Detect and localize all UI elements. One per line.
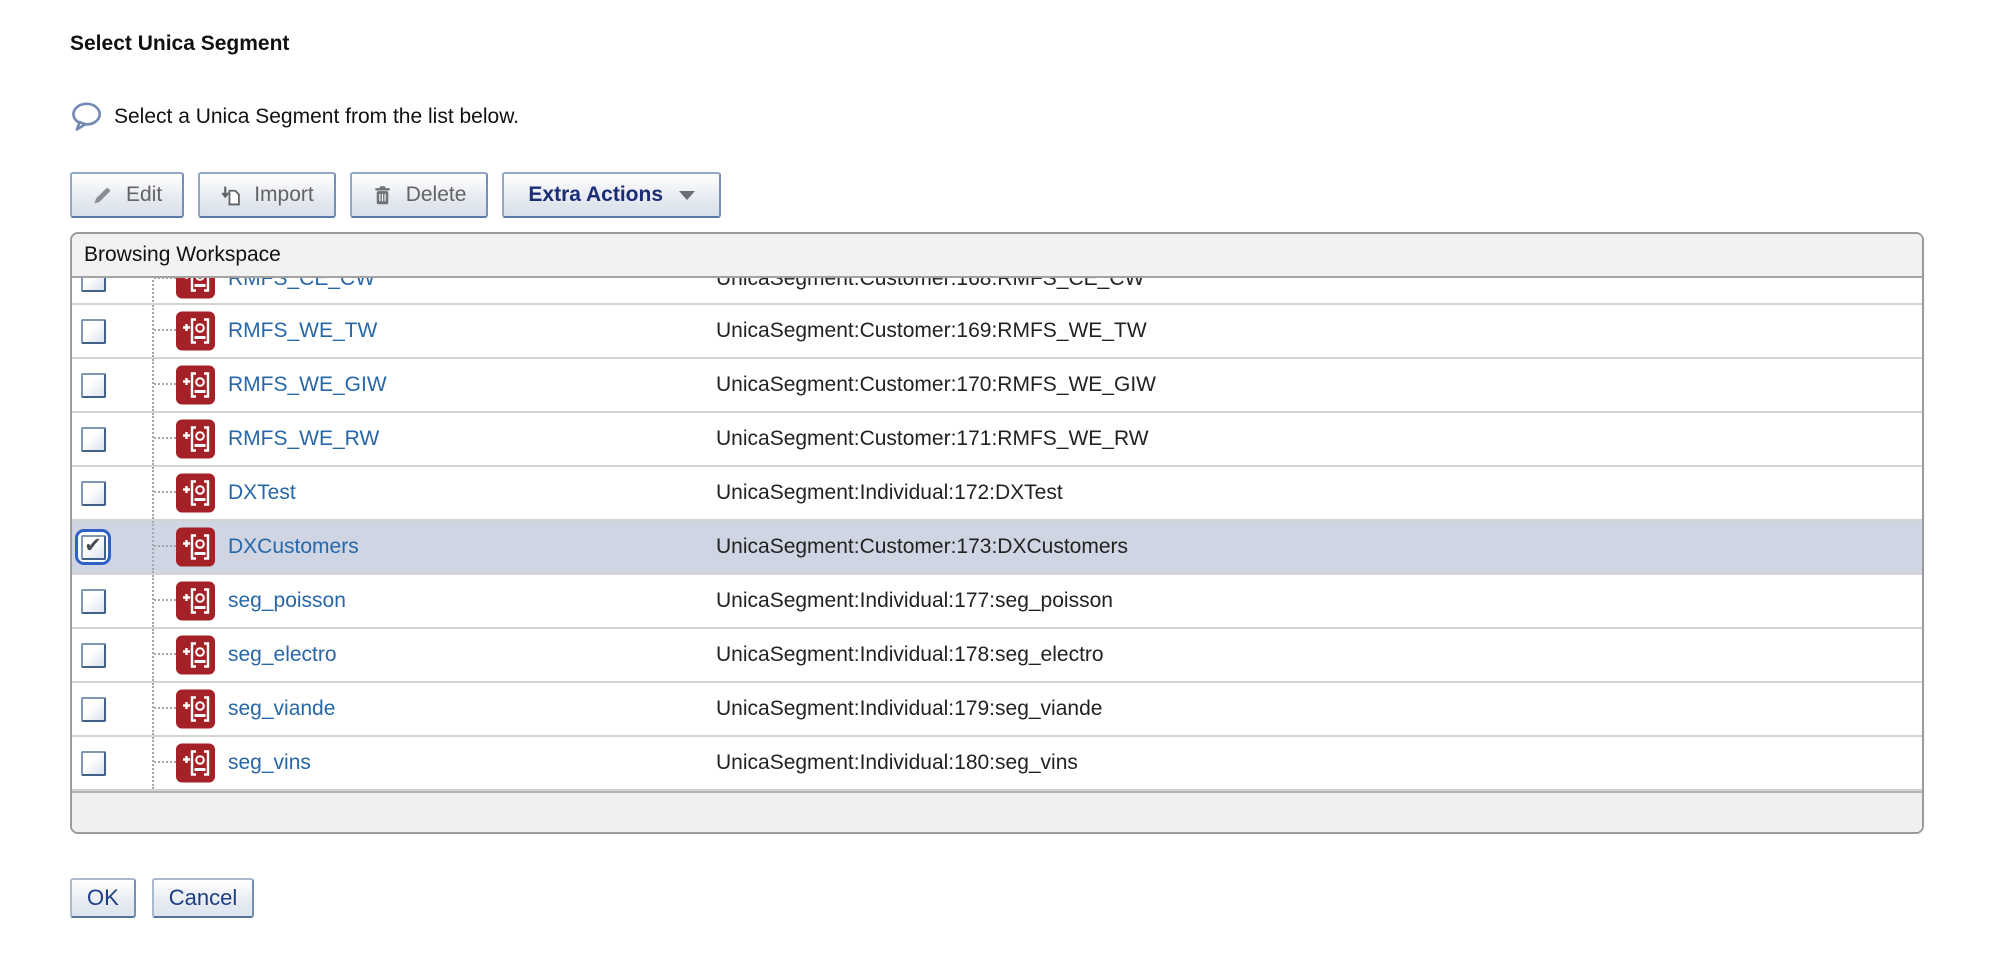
table-row: ✔ seg_vins UnicaSegment:Individual:180:s… [72, 737, 1922, 791]
table-row: ✔ RMFS_WE_RW UnicaSegment:Customer:171:R… [72, 413, 1922, 467]
tree-connector-icon [154, 329, 176, 331]
segment-description: UnicaSegment:Customer:170:RMFS_WE_GIW [716, 373, 1156, 396]
instruction-message: Select a Unica Segment from the list bel… [70, 102, 2000, 132]
cancel-button[interactable]: Cancel [151, 878, 255, 918]
extra-actions-label: Extra Actions [528, 183, 663, 206]
segment-person-icon [176, 581, 215, 621]
dialog-actions: OK Cancel [70, 878, 2000, 918]
segment-link[interactable]: DXCustomers [228, 535, 359, 558]
tree-connector-icon [154, 383, 176, 385]
row-checkbox[interactable]: ✔ [75, 367, 111, 403]
delete-button[interactable]: Delete [349, 172, 489, 218]
instruction-text: Select a Unica Segment from the list bel… [114, 105, 520, 128]
table-row: ✔ seg_poisson UnicaSegment:Individual:17… [72, 575, 1922, 629]
segment-person-icon [176, 278, 215, 299]
panel-header: Browsing Workspace [72, 234, 1922, 278]
segment-link[interactable]: RMFS_WE_RW [228, 427, 380, 450]
checkmark-icon: ✔ [84, 534, 102, 557]
import-document-icon [221, 186, 240, 205]
tree-connector-icon [154, 707, 176, 709]
delete-button-label: Delete [405, 183, 467, 206]
segment-person-icon [176, 473, 215, 513]
row-checkbox[interactable]: ✔ [75, 278, 111, 297]
segment-description: UnicaSegment:Customer:173:DXCustomers [716, 535, 1129, 558]
table-row: ✔ DXTest UnicaSegment:Individual:172:DXT… [72, 467, 1922, 521]
tree-connector-icon [154, 761, 176, 763]
segment-description: UnicaSegment:Individual:180:seg_vins [716, 751, 1078, 774]
panel-footer [72, 791, 1922, 832]
edit-button-label: Edit [126, 183, 163, 206]
import-button-label: Import [254, 183, 314, 206]
segment-person-icon [176, 635, 215, 675]
caret-down-icon [679, 190, 695, 200]
segment-person-icon [176, 689, 215, 729]
table-row: ✔ seg_electro UnicaSegment:Individual:17… [72, 629, 1922, 683]
select-unica-segment-dialog: Select Unica Segment Select a Unica Segm… [70, 32, 2000, 918]
segment-description: UnicaSegment:Individual:172:DXTest [716, 481, 1063, 504]
segment-link[interactable]: RMFS_CE_CW [228, 278, 376, 290]
segment-person-icon [176, 419, 215, 459]
segment-person-icon [176, 311, 215, 351]
segment-person-icon [176, 527, 215, 567]
segment-link[interactable]: RMFS_WE_TW [228, 319, 378, 342]
edit-button[interactable]: Edit [70, 172, 185, 218]
pencil-icon [94, 187, 110, 203]
row-checkbox[interactable]: ✔ [75, 529, 111, 565]
segment-description: UnicaSegment:Customer:169:RMFS_WE_TW [716, 319, 1147, 342]
speech-bubble-icon [72, 102, 102, 131]
segment-description: UnicaSegment:Individual:177:seg_poisson [716, 589, 1113, 612]
tree-connector-icon [154, 545, 176, 547]
import-button[interactable]: Import [198, 172, 336, 218]
trash-icon [374, 185, 390, 204]
segment-rows: ✔ RMFS_CE_CW UnicaSegment:Customer:168:R… [72, 278, 1922, 791]
row-checkbox[interactable]: ✔ [75, 583, 111, 619]
segment-description: UnicaSegment:Individual:178:seg_electro [716, 643, 1104, 666]
segment-person-icon [176, 365, 215, 405]
row-checkbox[interactable]: ✔ [75, 637, 111, 673]
segment-link[interactable]: RMFS_WE_GIW [228, 373, 387, 396]
segment-description: UnicaSegment:Customer:168:RMFS_CE_CW [716, 278, 1145, 290]
ok-button[interactable]: OK [70, 878, 136, 918]
browsing-workspace-panel: Browsing Workspace ✔ RMFS_CE_CW UnicaSeg… [70, 232, 1924, 834]
tree-connector-icon [154, 653, 176, 655]
row-checkbox[interactable]: ✔ [75, 475, 111, 511]
toolbar: Edit Import Delete Extra Actions [70, 172, 2000, 218]
table-row: ✔ RMFS_CE_CW UnicaSegment:Customer:168:R… [72, 278, 1922, 305]
tree-connector-icon [154, 599, 176, 601]
table-row: ✔ RMFS_WE_GIW UnicaSegment:Customer:170:… [72, 359, 1922, 413]
row-checkbox[interactable]: ✔ [75, 691, 111, 727]
page-title: Select Unica Segment [70, 32, 290, 55]
segment-link[interactable]: seg_vins [228, 751, 311, 774]
segment-description: UnicaSegment:Customer:171:RMFS_WE_RW [716, 427, 1149, 450]
tree-connector-icon [154, 437, 176, 439]
segment-description: UnicaSegment:Individual:179:seg_viande [716, 697, 1103, 720]
segment-person-icon [176, 743, 215, 783]
table-row: ✔ seg_viande UnicaSegment:Individual:179… [72, 683, 1922, 737]
table-row: ✔ DXCustomers UnicaSegment:Customer:173:… [72, 521, 1922, 575]
segment-link[interactable]: DXTest [228, 481, 296, 504]
tree-connector-icon [154, 278, 176, 279]
row-checkbox[interactable]: ✔ [75, 313, 111, 349]
segment-link[interactable]: seg_electro [228, 643, 337, 666]
segment-link[interactable]: seg_viande [228, 697, 336, 720]
row-checkbox[interactable]: ✔ [75, 745, 111, 781]
segment-link[interactable]: seg_poisson [228, 589, 346, 612]
tree-connector-icon [154, 491, 176, 493]
table-row: ✔ RMFS_WE_TW UnicaSegment:Customer:169:R… [72, 305, 1922, 359]
row-checkbox[interactable]: ✔ [75, 421, 111, 457]
extra-actions-button[interactable]: Extra Actions [502, 172, 721, 218]
